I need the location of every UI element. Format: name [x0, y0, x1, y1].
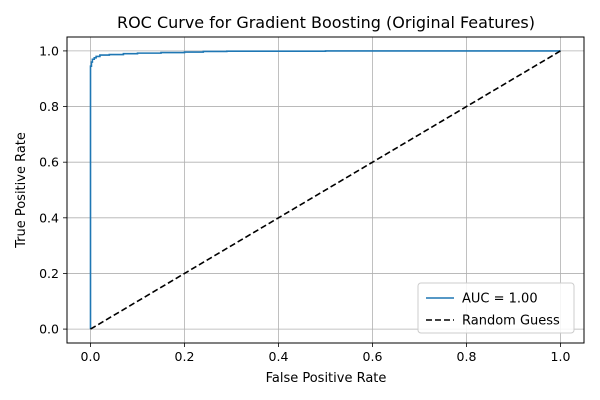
plot-area — [89, 50, 561, 330]
x-axis: 0.0 0.2 0.4 0.6 0.8 1.0 — [81, 343, 571, 364]
legend-box — [417, 282, 575, 334]
x-axis-label: False Positive Rate — [266, 371, 387, 386]
y-tick-label: 0.4 — [39, 210, 59, 225]
legend-label: Random Guess — [462, 314, 560, 329]
x-tick-label: 0.2 — [175, 349, 195, 364]
y-tick-label: 0.2 — [39, 266, 59, 281]
y-tick-label: 0.6 — [39, 155, 59, 170]
y-axis-label: True Positive Rate — [14, 132, 29, 249]
y-tick-label: 0.8 — [39, 99, 59, 114]
y-axis: 0.0 0.2 0.4 0.6 0.8 1.0 — [39, 43, 67, 337]
x-tick-label: 0.4 — [269, 349, 289, 364]
random-guess-line — [90, 50, 561, 330]
legend-label: AUC = 1.00 — [462, 292, 538, 307]
x-tick-label: 0.8 — [457, 349, 477, 364]
y-tick-label: 1.0 — [39, 43, 59, 58]
roc-curve-line — [89, 50, 561, 330]
plot-frame — [66, 36, 585, 344]
chart-title: ROC Curve for Gradient Boosting (Origina… — [117, 13, 535, 32]
y-tick-label: 0.0 — [39, 322, 59, 337]
legend: AUC = 1.00 Random Guess — [417, 282, 575, 334]
x-tick-label: 1.0 — [551, 349, 571, 364]
x-tick-label: 0.6 — [363, 349, 383, 364]
x-tick-label: 0.0 — [81, 349, 101, 364]
